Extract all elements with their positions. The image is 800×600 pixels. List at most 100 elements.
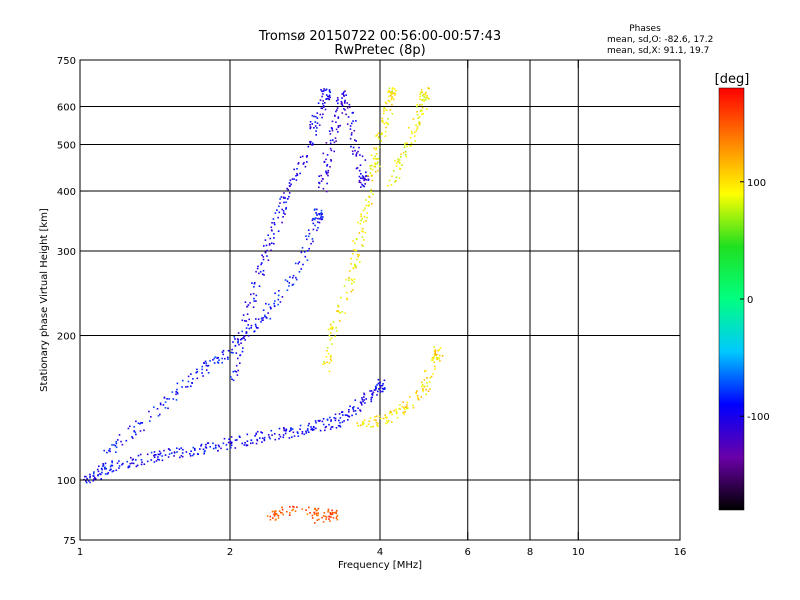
- data-point: [355, 140, 357, 142]
- data-point: [181, 386, 183, 388]
- data-point: [341, 112, 344, 114]
- data-point: [269, 306, 272, 308]
- data-point: [363, 221, 365, 223]
- data-point: [344, 109, 346, 111]
- data-point: [354, 149, 356, 152]
- data-point: [406, 145, 408, 148]
- data-point: [287, 188, 289, 191]
- data-point: [384, 388, 386, 390]
- data-point: [199, 448, 201, 450]
- data-point: [289, 512, 291, 514]
- data-point: [318, 124, 321, 126]
- data-point: [409, 396, 411, 398]
- data-point: [370, 400, 373, 403]
- data-point: [96, 468, 99, 471]
- data-point: [301, 432, 304, 435]
- data-point: [385, 416, 388, 419]
- data-point: [395, 410, 398, 413]
- data-point: [324, 108, 327, 111]
- data-point: [319, 419, 321, 422]
- data-point: [234, 338, 236, 340]
- data-point: [353, 278, 356, 281]
- data-point: [393, 88, 396, 90]
- data-point: [176, 388, 178, 391]
- data-point: [333, 150, 335, 153]
- data-point: [433, 356, 435, 358]
- data-point: [345, 278, 347, 281]
- data-point: [416, 113, 419, 116]
- data-point: [326, 165, 328, 167]
- data-point: [269, 317, 272, 320]
- data-point: [116, 462, 119, 464]
- data-point: [227, 358, 229, 360]
- data-point: [159, 402, 162, 405]
- data-point: [436, 353, 438, 356]
- data-point: [214, 444, 217, 447]
- data-point: [217, 449, 219, 452]
- data-point: [194, 449, 196, 451]
- data-point: [253, 286, 255, 288]
- data-point: [191, 382, 193, 384]
- data-point: [254, 282, 256, 284]
- data-point: [404, 142, 406, 145]
- data-point: [111, 444, 113, 446]
- data-point: [100, 478, 102, 480]
- data-point: [421, 381, 423, 384]
- data-point: [121, 443, 124, 446]
- data-point: [355, 167, 358, 170]
- data-point: [431, 359, 433, 361]
- data-point: [331, 343, 333, 345]
- data-point: [361, 422, 364, 425]
- data-point: [273, 223, 276, 226]
- data-point: [197, 453, 199, 455]
- data-point: [274, 438, 277, 441]
- data-point: [326, 182, 328, 185]
- data-point: [335, 110, 337, 113]
- data-point: [320, 209, 323, 212]
- data-point: [278, 433, 281, 436]
- data-point: [110, 464, 113, 467]
- data-point: [310, 242, 312, 245]
- data-point: [265, 316, 267, 319]
- data-point: [421, 113, 423, 116]
- data-point: [263, 245, 265, 247]
- data-point: [358, 179, 361, 182]
- x-tick-label: 10: [572, 547, 585, 558]
- data-point: [139, 453, 142, 456]
- data-point: [212, 359, 214, 361]
- data-point: [311, 429, 314, 431]
- data-point: [118, 434, 121, 436]
- data-point: [315, 509, 318, 512]
- data-point: [239, 362, 241, 364]
- data-point: [352, 410, 355, 412]
- data-point: [264, 251, 267, 254]
- data-point: [241, 338, 243, 340]
- data-point: [192, 378, 194, 380]
- data-point: [427, 390, 430, 392]
- data-point: [439, 360, 441, 362]
- data-point: [132, 462, 135, 465]
- data-point: [402, 411, 404, 414]
- data-point: [311, 514, 314, 517]
- data-point: [330, 513, 333, 516]
- data-point: [306, 428, 309, 430]
- data-point: [361, 398, 364, 401]
- data-point: [264, 315, 266, 318]
- data-point: [389, 94, 392, 97]
- data-point: [273, 433, 276, 435]
- data-point: [358, 169, 361, 172]
- data-point: [101, 468, 103, 471]
- colorbar-tick-label: 100: [747, 178, 766, 189]
- data-point: [352, 408, 355, 411]
- data-point: [416, 395, 419, 397]
- data-point: [390, 411, 393, 413]
- data-point: [400, 156, 402, 158]
- data-point: [415, 392, 417, 395]
- data-point: [316, 514, 318, 516]
- data-point: [257, 265, 259, 268]
- data-point: [204, 446, 207, 448]
- data-point: [237, 340, 239, 343]
- data-point: [213, 357, 216, 360]
- data-point: [335, 100, 338, 102]
- chart-title-line1: Tromsø 20150722 00:56:00-00:57:43: [258, 29, 501, 44]
